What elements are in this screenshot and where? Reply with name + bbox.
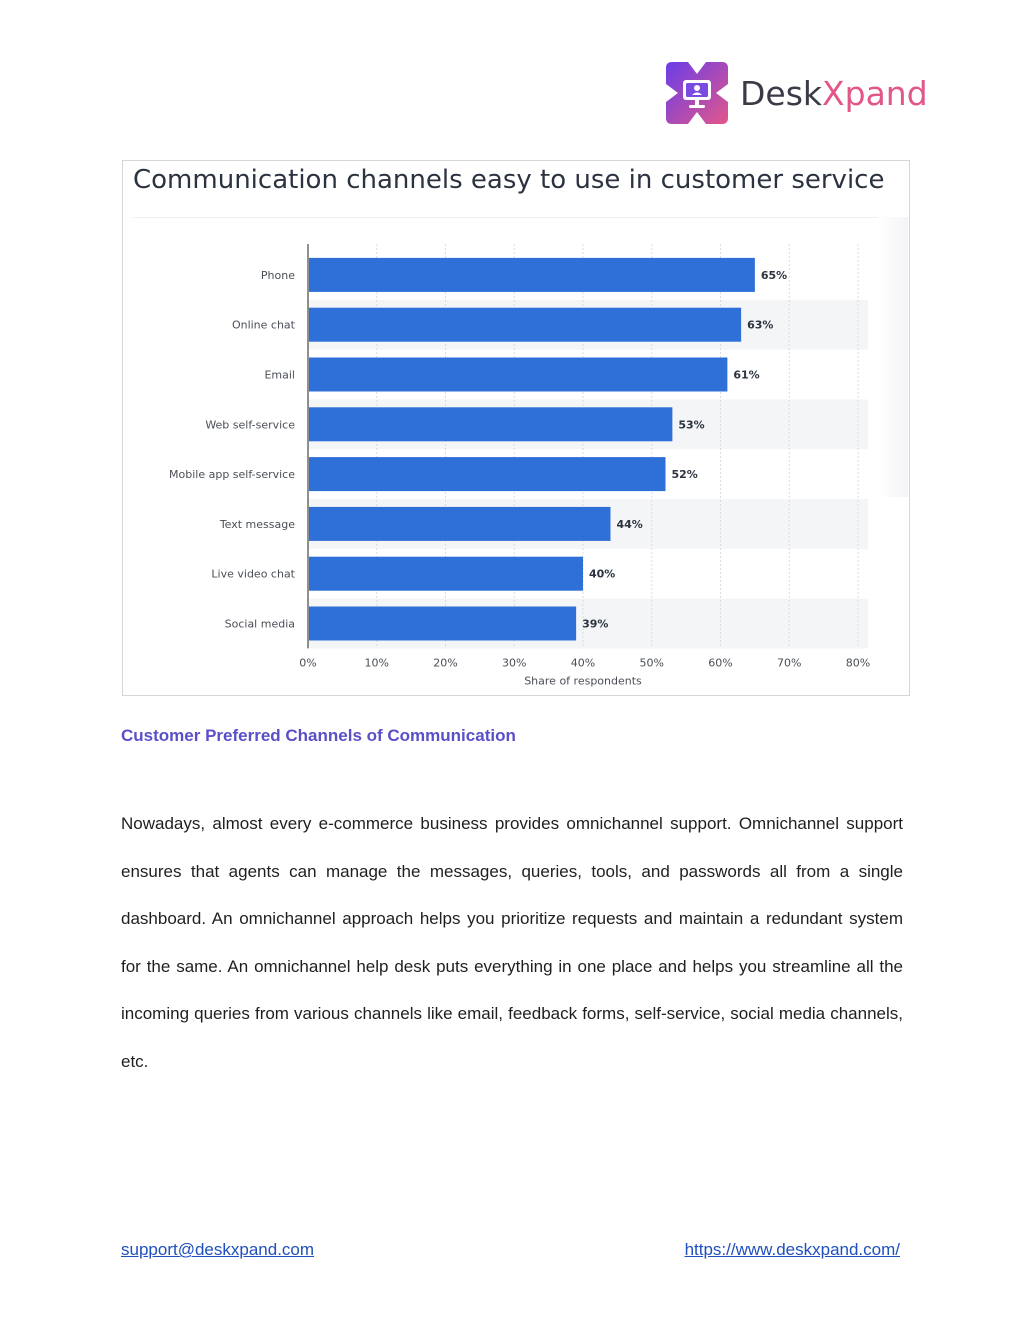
logo-wordmark: DeskXpand bbox=[740, 74, 928, 113]
value-label: 39% bbox=[582, 618, 608, 631]
value-label: 63% bbox=[747, 319, 773, 332]
chart-title: Communication channels easy to use in cu… bbox=[133, 165, 885, 195]
x-tick-label: 80% bbox=[846, 656, 870, 669]
chart-image: Communication channels easy to use in cu… bbox=[122, 160, 910, 696]
category-label: Online chat bbox=[232, 319, 296, 332]
category-label: Social media bbox=[225, 618, 295, 631]
value-label: 53% bbox=[678, 418, 704, 431]
x-tick-label: 50% bbox=[640, 656, 664, 669]
value-label: 52% bbox=[672, 468, 698, 481]
x-tick-label: 60% bbox=[708, 656, 732, 669]
bar bbox=[309, 257, 755, 292]
x-axis-title: Share of respondents bbox=[524, 674, 642, 687]
x-tick-label: 0% bbox=[299, 656, 316, 669]
bar bbox=[309, 407, 673, 442]
x-tick-label: 10% bbox=[365, 656, 389, 669]
support-email-link[interactable]: support@deskxpand.com bbox=[121, 1240, 315, 1259]
value-label: 61% bbox=[733, 369, 759, 382]
x-tick-label: 20% bbox=[433, 656, 457, 669]
chart-side-strip bbox=[878, 217, 908, 497]
x-tick-label: 70% bbox=[777, 656, 801, 669]
x-tick-label: 40% bbox=[571, 656, 595, 669]
value-label: 44% bbox=[617, 518, 643, 531]
bar bbox=[309, 307, 742, 342]
value-label: 40% bbox=[589, 568, 615, 581]
x-tick-label: 30% bbox=[502, 656, 526, 669]
category-label: Phone bbox=[261, 269, 295, 282]
bar bbox=[309, 606, 577, 641]
logo-text-accent: Xpand bbox=[822, 74, 928, 113]
website-link[interactable]: https://www.deskxpand.com/ bbox=[684, 1240, 900, 1259]
category-label: Email bbox=[264, 369, 295, 382]
category-label: Web self-service bbox=[205, 418, 295, 431]
logo-text-main: Desk bbox=[740, 74, 823, 113]
bar-chart: 0% 10% 20% 30% 40% 50% 60% 70% 80% Phone 65% Online… bbox=[169, 244, 870, 687]
logo-mark-icon bbox=[666, 62, 728, 124]
value-label: 65% bbox=[761, 269, 787, 282]
figure-caption: Customer Preferred Channels of Communica… bbox=[121, 726, 516, 745]
bar bbox=[309, 357, 728, 392]
bar bbox=[309, 457, 666, 492]
category-label: Live video chat bbox=[211, 568, 295, 581]
category-label: Text message bbox=[219, 518, 295, 531]
bar bbox=[309, 506, 611, 541]
category-label: Mobile app self-service bbox=[169, 468, 295, 481]
bar bbox=[309, 556, 583, 591]
deskxpand-logo: DeskXpand bbox=[664, 60, 954, 130]
body-paragraph: Nowadays, almost every e-commerce busine… bbox=[121, 814, 903, 1071]
